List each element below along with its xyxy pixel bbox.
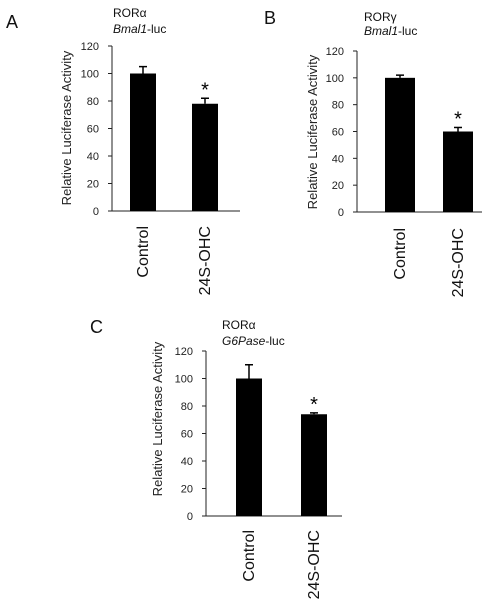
reporter-gene: Bmal1 xyxy=(113,22,147,36)
category-label: 24S-OHC xyxy=(306,530,323,599)
y-tick-label: 120 xyxy=(175,346,193,358)
y-tick-label: 120 xyxy=(326,46,344,58)
y-tick-label: 100 xyxy=(175,374,193,386)
category-label: 24S-OHC xyxy=(197,226,214,295)
reporter-suffix: -luc xyxy=(398,24,417,38)
reporter-suffix: -luc xyxy=(265,334,284,348)
y-tick-label: 60 xyxy=(332,127,344,139)
reporter-label: Bmal1-luc xyxy=(364,24,417,38)
significance-marker: * xyxy=(201,79,209,101)
y-tick-label: 40 xyxy=(87,151,99,163)
y-tick-label: 40 xyxy=(181,456,193,468)
category-label: Control xyxy=(135,226,152,278)
panel-c: C RORα G6Pase-luc Relative Luciferase Activ… xyxy=(90,317,342,599)
reporter-gene: Bmal1 xyxy=(364,24,398,38)
bar-0 xyxy=(385,77,415,212)
reporter-label: G6Pase-luc xyxy=(222,334,285,348)
panel-a: A RORα Bmal1-luc Relative Luciferase Activi… xyxy=(6,6,240,295)
y-axis-label: Relative Luciferase Activity xyxy=(150,341,165,496)
panel-letter: B xyxy=(264,8,276,28)
y-tick-label: 20 xyxy=(181,484,193,496)
y-tick-label: 120 xyxy=(81,41,99,53)
y-tick-label: 100 xyxy=(81,69,99,81)
y-tick-label: 0 xyxy=(187,511,193,523)
y-tick-label: 20 xyxy=(332,180,344,192)
y-tick-label: 100 xyxy=(326,73,344,85)
reporter-gene: G6Pase xyxy=(222,334,266,348)
y-axis-label: Relative Luciferase Activity xyxy=(305,54,320,209)
y-tick-label: 0 xyxy=(93,206,99,218)
category-label: Control xyxy=(241,530,258,582)
receptor-label: RORα xyxy=(113,6,147,20)
bar-0 xyxy=(236,378,262,516)
y-tick-label: 80 xyxy=(332,100,344,112)
receptor-label: RORα xyxy=(222,318,256,332)
category-label: Control xyxy=(392,228,409,280)
y-tick-label: 60 xyxy=(87,124,99,136)
bar-1 xyxy=(443,131,473,212)
y-tick-label: 80 xyxy=(87,96,99,108)
bar-1 xyxy=(192,103,218,211)
significance-marker: * xyxy=(454,108,462,130)
panel-letter: A xyxy=(6,12,18,32)
y-tick-label: 0 xyxy=(338,207,344,219)
y-tick-label: 80 xyxy=(181,401,193,413)
y-tick-label: 60 xyxy=(181,429,193,441)
y-tick-label: 40 xyxy=(332,153,344,165)
receptor-label: RORγ xyxy=(364,10,397,24)
y-axis-label: Relative Luciferase Activity xyxy=(59,50,74,205)
panel-letter: C xyxy=(90,317,103,337)
y-tick-label: 20 xyxy=(87,179,99,191)
bar-1 xyxy=(301,414,327,516)
reporter-suffix: -luc xyxy=(147,22,166,36)
bar-0 xyxy=(130,73,156,211)
reporter-label: Bmal1-luc xyxy=(113,22,166,36)
category-label: 24S-OHC xyxy=(450,228,467,297)
significance-marker: * xyxy=(310,394,318,416)
